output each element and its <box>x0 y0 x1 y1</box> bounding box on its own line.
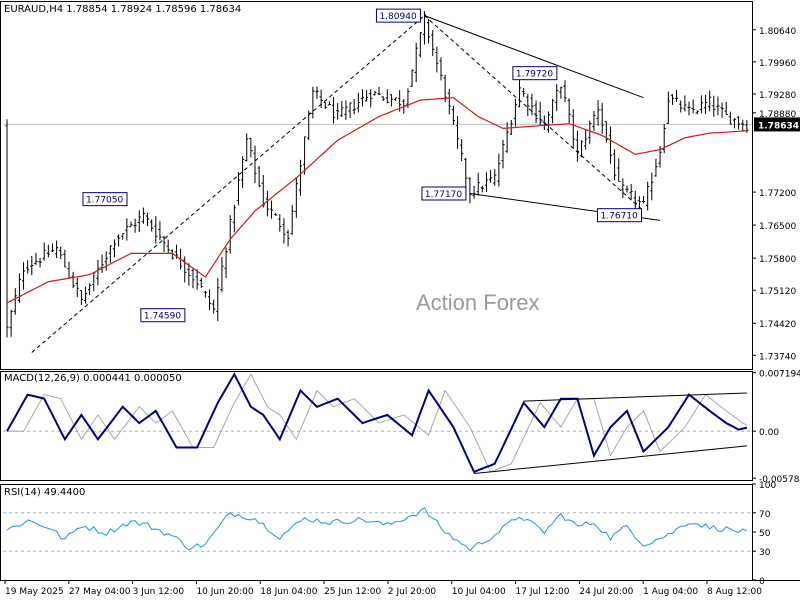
price-label-box <box>421 186 467 201</box>
macd-signal-line <box>7 373 748 473</box>
trendline-0 <box>424 15 644 212</box>
macd-y-tick-label: -0.005784 <box>759 475 800 485</box>
main-y-tick-label: 1.77200 <box>759 189 796 199</box>
x-tick-label: 8 Aug 12:00 <box>707 587 762 597</box>
price-label-1.77050: 1.77050 <box>86 196 123 206</box>
main-y-tick-label: 1.73740 <box>759 352 796 362</box>
rsi-y-tick-label: 30 <box>759 548 771 558</box>
x-tick-label: 3 Jun 12:00 <box>133 587 185 597</box>
main-y-tick-label: 1.74420 <box>759 320 796 330</box>
price-label-1.79720: 1.79720 <box>516 70 553 80</box>
main-y-tick-label: 1.75120 <box>759 287 796 297</box>
price-label-box <box>375 8 421 23</box>
rsi-panel-frame <box>0 484 753 581</box>
watermark: Action Forex <box>416 290 540 315</box>
x-tick-label: 18 Jun 04:00 <box>260 587 317 597</box>
macd-panel-frame <box>0 371 753 481</box>
rsi-y-tick-label: 50 <box>759 529 771 539</box>
x-tick-label: 27 May 04:00 <box>69 587 131 597</box>
x-tick-label: 2 Jul 20:00 <box>388 587 437 597</box>
price-label-box <box>82 192 128 207</box>
main-y-tick-label: 1.78880 <box>759 110 796 120</box>
rsi-y-tick-label: 0 <box>759 577 765 587</box>
main-y-tick-label: 1.79280 <box>759 91 796 101</box>
main-y-tick-label: 1.75800 <box>759 255 796 265</box>
x-tick-label: 1 Aug 04:00 <box>643 587 698 597</box>
x-tick-label: 10 Jul 04:00 <box>452 587 506 597</box>
x-tick-label: 25 Jun 12:00 <box>324 587 381 597</box>
price-label-1.77170: 1.77170 <box>425 190 462 200</box>
price-label-box <box>512 66 558 81</box>
macd-y-tick-label: 0.00 <box>759 428 779 438</box>
macd-y-tick-label: 0.007194 <box>759 370 800 380</box>
price-label-1.80940: 1.80940 <box>379 12 416 22</box>
rsi-y-tick-label: 100 <box>759 481 776 491</box>
price-label-1.76710: 1.76710 <box>601 212 638 222</box>
main-y-tick-label: 1.76500 <box>759 222 796 232</box>
trendline-1 <box>31 15 425 353</box>
macd-line <box>6 372 748 474</box>
main-y-tick-label: 1.80640 <box>759 27 796 37</box>
macd-trendline-0 <box>523 392 747 402</box>
current-price-label: 1.78634 <box>758 121 799 131</box>
price-label-box <box>597 208 643 223</box>
macd-trendline-1 <box>474 445 747 474</box>
price-label-1.74590: 1.74590 <box>144 312 181 322</box>
x-tick-label: 24 Jul 20:00 <box>579 587 633 597</box>
rsi-y-tick-label: 70 <box>759 510 771 520</box>
x-tick-label: 19 May 2025 <box>5 587 64 597</box>
main-panel-frame <box>0 1 753 370</box>
current-price-tag <box>754 117 800 132</box>
main-y-tick-label: 1.79960 <box>759 59 796 69</box>
x-tick-label: 10 Jun 20:00 <box>196 587 253 597</box>
x-tick-label: 17 Jul 12:00 <box>516 587 570 597</box>
rsi-line <box>6 506 748 552</box>
price-label-box <box>140 308 186 323</box>
moving-average-line <box>6 97 747 304</box>
trendline-2 <box>424 15 644 99</box>
rsi-title: RSI(14) 49.4400 <box>4 487 86 498</box>
macd-title: MACD(12,26,9) 0.000441 0.000050 <box>4 373 182 384</box>
main-chart-title: EURAUD,H4 1.78854 1.78924 1.78596 1.7863… <box>4 4 242 15</box>
